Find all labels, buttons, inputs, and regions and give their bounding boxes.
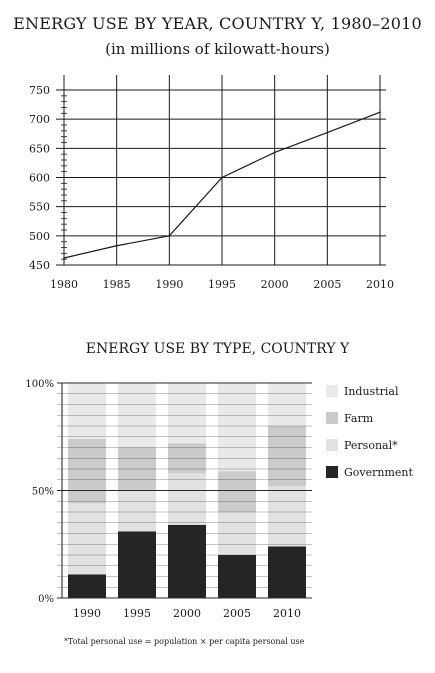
- legend-label-personal: Personal*: [344, 439, 398, 452]
- line-chart-ytick-label: 550: [29, 201, 50, 214]
- bar-farm-1990: [68, 438, 106, 504]
- legend-label-government: Government: [344, 466, 414, 479]
- line-chart-ytick-label: 600: [29, 172, 50, 185]
- line-chart-point-2: [168, 235, 171, 237]
- line-chart-point-1: [115, 244, 118, 247]
- line-chart-xtick-label: 1985: [103, 278, 131, 291]
- bar-government-1990: [68, 574, 106, 598]
- legend-swatch-government: [326, 466, 338, 478]
- line-chart-subtitle: (in millions of kilowatt-hours): [105, 40, 330, 58]
- line-chart-ytick-label: 700: [29, 113, 50, 126]
- bar-farm-2005: [218, 471, 256, 512]
- line-chart-xtick-label: 2000: [261, 278, 289, 291]
- line-chart-xtick-label: 1980: [50, 278, 78, 291]
- bar-chart-xtick-label: 2005: [223, 607, 251, 620]
- line-chart-point-5: [326, 131, 329, 134]
- bar-government-2010: [268, 546, 306, 598]
- line-chart-point-6: [379, 111, 381, 113]
- line-chart-ytick-label: 450: [29, 259, 50, 272]
- bar-personal-1990: [68, 503, 106, 575]
- legend-label-farm: Farm: [344, 412, 374, 425]
- line-chart-xtick-label: 1990: [155, 278, 183, 291]
- line-chart-point-4: [273, 151, 276, 154]
- bar-chart-xtick-label: 2010: [273, 607, 301, 620]
- bar-chart-xtick-label: 1990: [73, 607, 101, 620]
- bar-chart-ytick-label: 100%: [25, 379, 54, 390]
- line-chart-xtick-label: 1995: [208, 278, 236, 291]
- bar-personal-2010: [268, 486, 306, 547]
- bar-industrial-2005: [218, 383, 256, 472]
- line-chart-point-0: [63, 257, 65, 259]
- legend-label-industrial: Industrial: [344, 385, 399, 398]
- bar-chart-xtick-label: 2000: [173, 607, 201, 620]
- legend-swatch-farm: [326, 412, 338, 424]
- bar-farm-2010: [268, 426, 306, 487]
- bar-industrial-1990: [68, 383, 106, 439]
- bar-personal-1995: [118, 490, 156, 532]
- bar-government-2000: [168, 524, 206, 598]
- bar-chart-ytick-label: 50%: [32, 487, 54, 498]
- bar-chart-ytick-label: 0%: [38, 594, 54, 605]
- bar-government-1995: [118, 531, 156, 598]
- bar-chart-xtick-label: 1995: [123, 607, 151, 620]
- bar-chart-title: ENERGY USE BY TYPE, COUNTRY Y: [85, 341, 350, 357]
- line-chart-xtick-label: 2010: [366, 278, 394, 291]
- line-chart-ytick-label: 750: [29, 84, 50, 97]
- legend-swatch-industrial: [326, 385, 338, 397]
- bar-personal-2000: [168, 473, 206, 525]
- line-chart-title: ENERGY USE BY YEAR, COUNTRY Y, 1980–2010: [13, 14, 422, 33]
- line-chart-point-3: [221, 176, 223, 179]
- legend-swatch-personal: [326, 439, 338, 451]
- bar-industrial-2000: [168, 383, 206, 444]
- line-chart-ytick-label: 650: [29, 142, 50, 155]
- footnote: *Total personal use = population × per c…: [64, 637, 305, 646]
- line-chart-ytick-label: 500: [29, 230, 50, 243]
- line-chart-xtick-label: 2005: [313, 278, 341, 291]
